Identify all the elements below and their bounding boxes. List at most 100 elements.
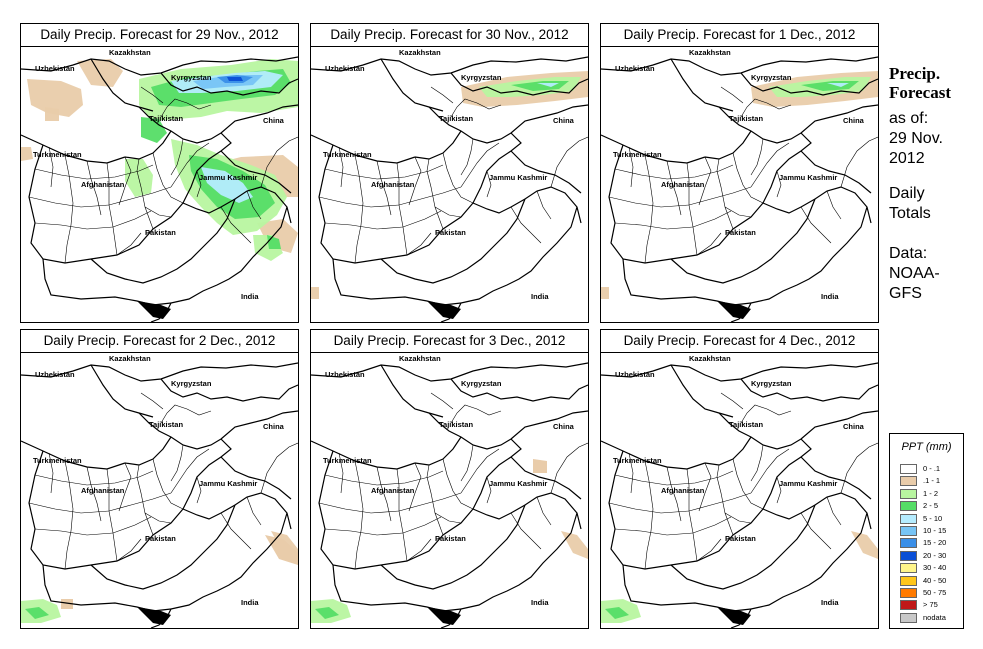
province-line bbox=[716, 464, 734, 536]
border-line bbox=[762, 186, 872, 224]
province-line bbox=[152, 152, 184, 204]
map-label-afghanistan: Afghanistan bbox=[81, 180, 125, 189]
map-label-kyrgyzstan: Kyrgyzstan bbox=[461, 379, 502, 388]
province-line bbox=[64, 460, 74, 570]
province-line bbox=[246, 496, 262, 526]
precip-area bbox=[21, 147, 33, 161]
legend-swatch bbox=[900, 575, 917, 586]
province-line bbox=[536, 190, 552, 220]
province-line bbox=[408, 462, 422, 512]
map-label-turkmenistan: Turkmenistan bbox=[323, 150, 372, 159]
province-boundaries bbox=[608, 392, 878, 570]
province-line bbox=[732, 458, 764, 510]
border-line bbox=[472, 438, 522, 510]
legend-label: nodata bbox=[923, 612, 946, 622]
map-label-china: China bbox=[843, 422, 865, 431]
legend-label: > 75 bbox=[923, 600, 938, 610]
precip-area bbox=[601, 287, 609, 299]
country-borders bbox=[601, 362, 878, 628]
map-label-uzbekistan: Uzbekistan bbox=[325, 370, 365, 379]
border-line bbox=[800, 456, 872, 500]
sidebar-daily: Daily Totals bbox=[889, 184, 931, 224]
precip-area bbox=[27, 79, 83, 117]
border-line bbox=[182, 132, 232, 204]
province-line bbox=[426, 158, 444, 230]
map-label-kazakhstan: Kazakhstan bbox=[399, 354, 441, 363]
data-line1: Data: bbox=[889, 245, 928, 262]
precip-area bbox=[311, 287, 319, 299]
province-line bbox=[442, 152, 474, 204]
border-line bbox=[704, 436, 752, 466]
province-boundaries bbox=[28, 86, 298, 264]
precip-layer bbox=[311, 459, 588, 623]
map-label-jammu-kashmir: Jammu Kashmir bbox=[489, 479, 547, 488]
province-line bbox=[118, 462, 132, 512]
province-line bbox=[106, 468, 118, 562]
province-line bbox=[144, 512, 172, 524]
border-line bbox=[762, 438, 812, 510]
country-borders bbox=[311, 56, 588, 322]
border-line bbox=[510, 104, 588, 134]
border-line bbox=[318, 450, 474, 570]
province-line bbox=[486, 170, 492, 198]
map-label-pakistan: Pakistan bbox=[145, 228, 176, 237]
province-line bbox=[800, 512, 832, 550]
map-label-tajikistan: Tajikistan bbox=[149, 420, 183, 429]
province-line bbox=[34, 210, 152, 230]
border-line bbox=[380, 504, 526, 590]
sidebar-asof: as of: 29 Nov. 2012 bbox=[889, 109, 943, 169]
sidebar-title-line2: Forecast bbox=[889, 83, 951, 102]
border-line bbox=[510, 410, 588, 440]
border-line bbox=[21, 134, 126, 164]
precip-area bbox=[827, 83, 849, 87]
border-line bbox=[428, 106, 512, 144]
province-line bbox=[750, 142, 790, 188]
map-label-kyrgyzstan: Kyrgyzstan bbox=[171, 379, 212, 388]
province-boundaries bbox=[608, 86, 878, 264]
border-line bbox=[800, 150, 872, 194]
province-line bbox=[140, 86, 164, 104]
legend-label: 20 - 30 bbox=[923, 550, 947, 560]
province-line bbox=[34, 164, 154, 180]
map-label-jammu-kashmir: Jammu Kashmir bbox=[489, 173, 547, 182]
province-line bbox=[614, 516, 732, 536]
province-line bbox=[260, 136, 298, 188]
legend-label: 15 - 20 bbox=[923, 538, 947, 548]
border-line bbox=[670, 364, 734, 418]
border-line bbox=[670, 58, 734, 112]
border-line bbox=[704, 130, 752, 160]
border-line bbox=[380, 58, 444, 112]
border-line bbox=[608, 450, 764, 570]
border-line bbox=[21, 440, 126, 470]
province-line bbox=[460, 138, 474, 176]
map-label-pakistan: Pakistan bbox=[435, 228, 466, 237]
coastline-delta bbox=[717, 301, 751, 319]
map-label-kazakhstan: Kazakhstan bbox=[109, 48, 151, 57]
province-line bbox=[698, 156, 712, 206]
map-label-tajikistan: Tajikistan bbox=[439, 114, 473, 123]
forecast-map: Kazakhstan Uzbekistan Kyrgyzstan Tajikistan… bbox=[311, 47, 588, 322]
map-label-turkmenistan: Turkmenistan bbox=[613, 150, 662, 159]
map-label-india: India bbox=[821, 598, 839, 607]
province-line bbox=[196, 170, 202, 198]
province-line bbox=[614, 470, 734, 486]
legend-label: 0 - .1 bbox=[923, 464, 941, 473]
sidebar-data-source: Data: NOAA- GFS bbox=[889, 244, 940, 304]
legend-label: 30 - 40 bbox=[923, 563, 947, 573]
province-line bbox=[716, 158, 734, 230]
province-line bbox=[840, 136, 878, 188]
border-line bbox=[160, 72, 298, 96]
province-boundaries bbox=[318, 86, 588, 264]
map-label-pakistan: Pakistan bbox=[725, 228, 756, 237]
province-line bbox=[136, 464, 154, 536]
province-line bbox=[376, 160, 392, 216]
map-label-china: China bbox=[263, 422, 285, 431]
border-line bbox=[21, 362, 298, 382]
province-line bbox=[776, 476, 782, 504]
province-line bbox=[64, 154, 74, 264]
country-borders bbox=[21, 362, 298, 628]
coastline-delta bbox=[427, 301, 461, 319]
map-label-pakistan: Pakistan bbox=[725, 534, 756, 543]
border-line bbox=[510, 456, 582, 500]
border-line bbox=[670, 198, 816, 284]
